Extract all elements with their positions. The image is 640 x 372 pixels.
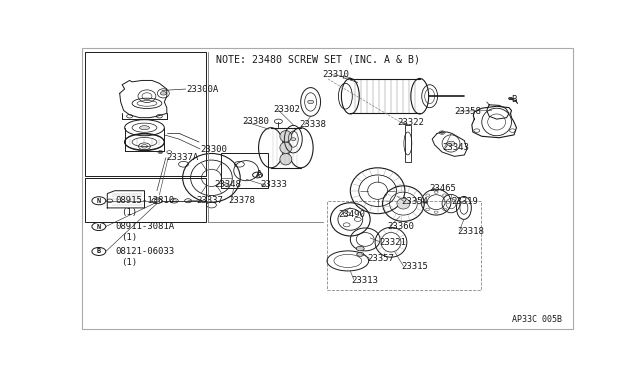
Circle shape (356, 252, 364, 256)
Text: 23348: 23348 (214, 180, 241, 189)
Text: 08915-13810: 08915-13810 (116, 196, 175, 205)
Bar (85, 52, 207, 176)
Text: N: N (97, 224, 101, 230)
Circle shape (440, 132, 444, 134)
Text: N: N (97, 198, 101, 204)
Text: 23465: 23465 (429, 184, 456, 193)
Circle shape (161, 92, 166, 95)
Circle shape (447, 141, 455, 146)
Text: 23358: 23358 (454, 107, 481, 116)
Text: A: A (255, 172, 260, 178)
Circle shape (159, 151, 162, 153)
Text: 23319: 23319 (451, 197, 478, 206)
Text: 23380: 23380 (243, 118, 269, 126)
Ellipse shape (280, 154, 292, 165)
Text: (1): (1) (121, 234, 137, 243)
Ellipse shape (280, 131, 292, 142)
Text: 08121-06033: 08121-06033 (116, 247, 175, 256)
Text: 08911-3081A: 08911-3081A (116, 222, 175, 231)
Ellipse shape (397, 198, 410, 209)
Circle shape (291, 138, 296, 141)
Text: AP33C 005B: AP33C 005B (511, 315, 561, 324)
Text: 23302: 23302 (273, 105, 300, 113)
Text: B: B (97, 248, 101, 254)
Bar (221, 154, 269, 188)
Bar (327, 201, 481, 289)
Text: 23300A: 23300A (187, 84, 219, 93)
Text: 23318: 23318 (457, 227, 484, 236)
Text: 23313: 23313 (352, 276, 379, 285)
Text: 23343: 23343 (442, 143, 469, 152)
Text: 23354: 23354 (401, 197, 428, 206)
Text: 23378: 23378 (229, 196, 255, 205)
Text: 23337: 23337 (196, 196, 223, 205)
Text: 23338: 23338 (300, 121, 326, 129)
Text: 23333: 23333 (260, 180, 287, 189)
Text: 23490: 23490 (338, 210, 365, 219)
Text: 23357: 23357 (367, 254, 394, 263)
Text: B: B (511, 94, 517, 103)
Circle shape (356, 246, 364, 251)
Text: NOTE: 23480 SCREW SET (INC. A & B): NOTE: 23480 SCREW SET (INC. A & B) (216, 55, 420, 65)
Text: 23360: 23360 (388, 222, 414, 231)
Ellipse shape (140, 126, 150, 130)
Circle shape (509, 97, 513, 100)
Text: 23300: 23300 (200, 145, 227, 154)
Bar (85, 178, 207, 222)
Bar (405, 125, 411, 162)
Text: 23310: 23310 (322, 70, 349, 79)
Text: 23321: 23321 (379, 238, 406, 247)
Text: A: A (257, 170, 262, 179)
Text: (1): (1) (121, 208, 137, 217)
Text: 23315: 23315 (401, 262, 428, 271)
Text: 23322: 23322 (397, 118, 424, 127)
Text: 23337A: 23337A (167, 153, 199, 162)
Text: (1): (1) (121, 259, 137, 267)
Ellipse shape (280, 142, 292, 154)
Circle shape (308, 100, 314, 104)
